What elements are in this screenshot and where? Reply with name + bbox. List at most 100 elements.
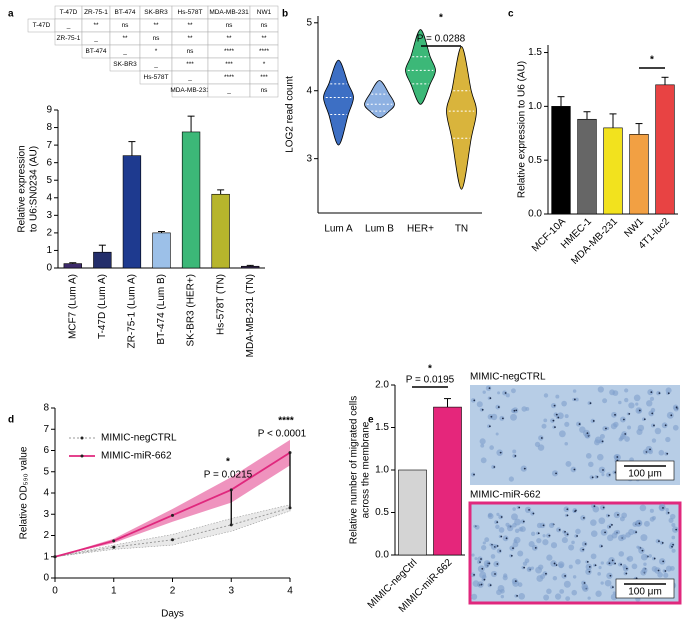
y-axis-label: Relative OD₅₉₀ value (19, 446, 30, 539)
bar (577, 118, 597, 215)
table-value: _ (226, 87, 231, 94)
pore (583, 516, 585, 519)
cell (485, 385, 492, 391)
table-row-label: T-47D (33, 22, 51, 29)
pore (473, 399, 476, 402)
pore (641, 549, 644, 552)
pore (605, 427, 607, 430)
pore (578, 423, 581, 425)
pore (553, 562, 556, 565)
cell (491, 464, 496, 470)
cell (665, 507, 669, 512)
cell (572, 575, 577, 579)
cell (511, 388, 516, 394)
cell (589, 475, 594, 480)
cell (521, 406, 527, 412)
table-value: **** (259, 48, 270, 55)
table-row-label: SK-BR3 (113, 61, 137, 68)
y-axis-label: LOG2 read count (285, 76, 296, 153)
cell (546, 588, 552, 595)
cell (639, 504, 647, 512)
cell (587, 401, 592, 406)
table-value: _ (187, 74, 192, 81)
y-tick-label: 5 (306, 17, 312, 28)
cell (651, 438, 657, 443)
y-tick-label: 3 (43, 509, 49, 520)
cell (470, 572, 476, 578)
pore (609, 525, 611, 528)
pore (591, 476, 594, 479)
pore (620, 563, 623, 566)
cell (610, 585, 614, 589)
cell (487, 414, 494, 420)
pore (573, 468, 576, 471)
annotation: P = 0.0288 (417, 34, 466, 45)
y-tick-label: 7 (43, 424, 49, 435)
cell (661, 422, 668, 429)
x-tick-label: 1 (111, 586, 117, 597)
table-cell (249, 83, 279, 98)
cell (502, 575, 508, 581)
cell (622, 565, 629, 572)
pore (473, 473, 475, 476)
cell (620, 534, 627, 540)
pore (481, 408, 484, 411)
pore (505, 537, 508, 540)
pore (582, 548, 585, 551)
cell (579, 426, 586, 433)
cell (624, 388, 629, 393)
pore (601, 440, 604, 443)
pore (516, 595, 519, 597)
cell (595, 590, 602, 597)
pore (584, 543, 587, 545)
y-tick-label: 4 (43, 488, 49, 499)
x-tick-label: Lum A (324, 224, 353, 235)
table-value: ** (261, 35, 267, 42)
cell (672, 404, 679, 411)
pore (552, 419, 555, 422)
cell (666, 411, 674, 419)
cell (538, 564, 544, 570)
legend-marker (80, 436, 84, 440)
cell (558, 430, 566, 438)
cell (482, 541, 486, 545)
cell (585, 563, 593, 571)
cell (671, 522, 676, 528)
pore (514, 455, 517, 457)
pore (558, 528, 561, 531)
cell (542, 539, 549, 546)
cell (662, 569, 667, 573)
pore (496, 521, 499, 524)
image-label: MIMIC-miR-662 (470, 490, 541, 501)
cell (571, 589, 578, 596)
cell (590, 519, 597, 526)
cell (600, 528, 608, 536)
pore (557, 416, 560, 419)
table-value: _ (153, 61, 158, 68)
panel-letter: c (508, 9, 514, 20)
pore (500, 516, 503, 518)
cell (565, 461, 572, 467)
cell (530, 511, 535, 516)
cell (590, 418, 595, 424)
cell (635, 402, 639, 406)
cell (518, 592, 526, 600)
cell (511, 513, 518, 521)
cell (564, 421, 570, 427)
cell (656, 390, 661, 396)
cell (597, 572, 601, 576)
pore (671, 545, 673, 548)
y-axis-label: across the membrane (361, 421, 372, 518)
cell (654, 427, 662, 435)
cell (588, 461, 594, 468)
cell (530, 566, 535, 570)
table-header: NW1 (257, 9, 272, 16)
bar (152, 232, 171, 269)
y-tick-label: 8 (43, 403, 49, 414)
scale-label: 100 μm (628, 469, 662, 480)
pore (545, 572, 547, 575)
cell (510, 413, 517, 421)
cell (499, 415, 505, 421)
pore (499, 550, 502, 552)
